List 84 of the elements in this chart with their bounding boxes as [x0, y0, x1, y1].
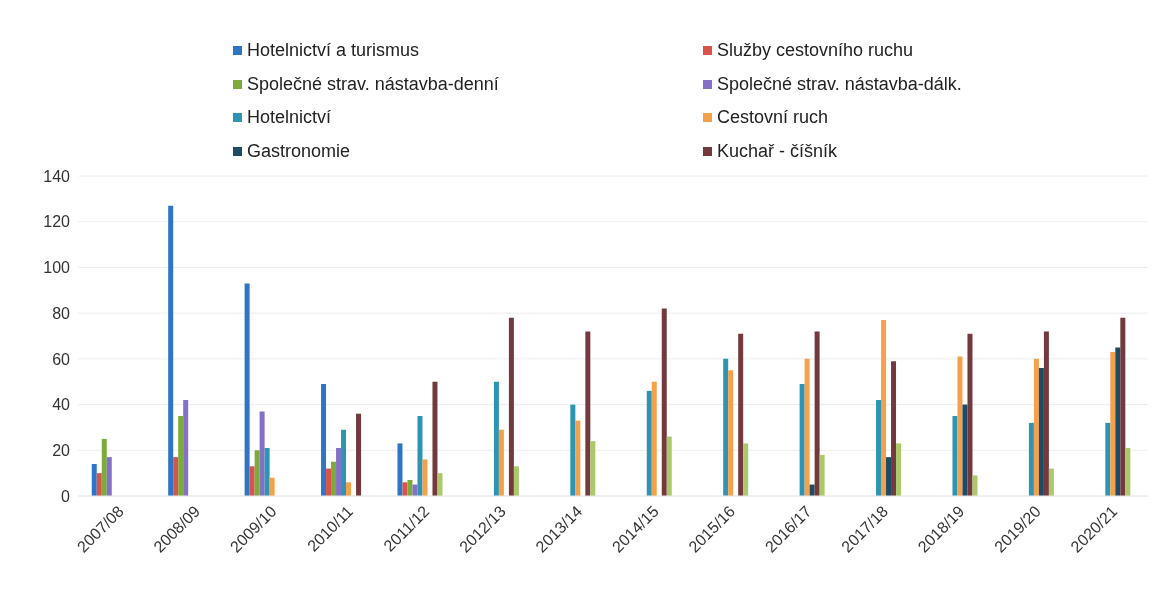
bar — [106, 457, 112, 496]
bar — [321, 384, 327, 496]
y-tick-label: 140 — [43, 167, 71, 185]
bar — [876, 400, 882, 496]
bar — [264, 448, 270, 496]
bar — [178, 416, 184, 496]
bar — [743, 443, 749, 496]
bar — [326, 468, 332, 496]
bar — [881, 320, 887, 496]
bar — [646, 390, 652, 496]
bar — [331, 461, 337, 496]
bar — [493, 381, 499, 496]
legend-label: Hotelnictví — [247, 107, 332, 129]
bar — [432, 381, 438, 496]
bar — [417, 416, 423, 496]
bar — [407, 480, 413, 496]
bar — [962, 404, 968, 496]
bar — [723, 358, 729, 496]
legend-label: Společné strav. nástavba-denní — [247, 73, 499, 95]
bar — [666, 436, 672, 496]
bar — [1028, 422, 1034, 496]
bar — [341, 429, 347, 496]
bar — [402, 482, 408, 496]
bar — [183, 400, 189, 496]
legend-label: Kuchař - číšník — [717, 140, 838, 162]
bar — [1048, 468, 1054, 496]
bar — [1038, 368, 1044, 496]
bar — [585, 331, 591, 496]
bar — [575, 420, 581, 496]
bar — [819, 454, 825, 496]
bar — [1043, 331, 1049, 496]
bar — [513, 466, 519, 496]
legend-label: Gastronomie — [247, 140, 351, 162]
legend-label: Hotelnictví a turismus — [247, 40, 420, 62]
y-tick-label: 100 — [43, 259, 71, 277]
y-tick-label: 0 — [61, 487, 71, 505]
bar — [967, 333, 973, 496]
bar — [1105, 422, 1111, 496]
bar — [173, 457, 179, 496]
bar — [952, 416, 958, 496]
bar — [1033, 358, 1039, 496]
bar — [259, 411, 265, 496]
bar — [891, 361, 897, 496]
bar — [570, 404, 576, 496]
bar — [422, 459, 428, 496]
bar — [168, 205, 174, 496]
bar — [336, 448, 342, 496]
legend-label: Služby cestovního ruchu — [717, 40, 914, 62]
bar — [814, 331, 820, 496]
y-tick-label: 80 — [52, 304, 71, 322]
y-tick-label: 40 — [52, 396, 71, 414]
bar — [508, 317, 514, 496]
bar — [254, 450, 260, 496]
bar — [972, 475, 978, 496]
bar — [1115, 347, 1121, 496]
y-tick-label: 20 — [52, 441, 71, 459]
bar — [498, 429, 504, 496]
bar — [437, 473, 443, 496]
bar — [101, 438, 107, 496]
bar — [269, 477, 275, 496]
bar — [1110, 352, 1116, 496]
bar — [651, 381, 657, 496]
bar — [1125, 448, 1131, 496]
bar — [896, 443, 902, 496]
bar — [590, 441, 596, 496]
bar — [346, 482, 352, 496]
bar — [957, 356, 963, 496]
bar — [356, 413, 362, 496]
bar — [1120, 317, 1126, 496]
bar — [728, 370, 734, 496]
bar — [96, 473, 102, 496]
bar — [249, 466, 255, 496]
y-tick-label: 60 — [52, 350, 71, 368]
bar — [661, 308, 667, 496]
bar — [804, 358, 810, 496]
legend-label: Cestovní ruch — [717, 107, 829, 129]
bar — [799, 384, 805, 496]
bar — [738, 333, 744, 496]
bar — [244, 283, 250, 496]
y-tick-label: 120 — [43, 213, 71, 231]
legend-label: Společné strav. nástavba-dálk. — [717, 73, 962, 95]
bar — [886, 457, 892, 496]
bar — [91, 464, 97, 496]
bar — [397, 443, 403, 496]
